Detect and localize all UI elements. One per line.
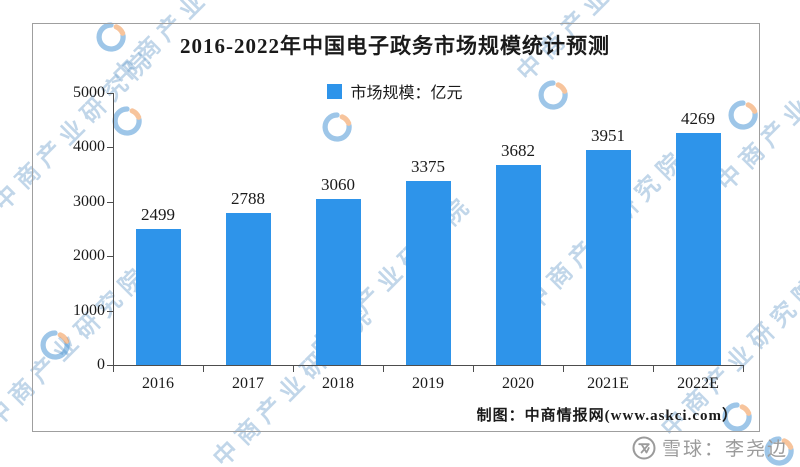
bar-2016 — [135, 229, 181, 365]
x-axis-tick — [653, 366, 654, 372]
xueqiu-logo-icon — [632, 436, 656, 460]
legend: 市场规模：亿元 — [32, 79, 758, 103]
bar-2020 — [495, 165, 541, 365]
bar-value-label: 2788 — [231, 189, 265, 208]
xueqiu-watermark: 雪球：李尧边 — [632, 434, 788, 461]
y-axis-label: 1000 — [73, 301, 105, 319]
bar-2018 — [315, 199, 361, 365]
bar-value-label: 3951 — [591, 126, 625, 145]
y-axis-tick — [107, 310, 113, 312]
bar-value-label: 3060 — [321, 175, 355, 194]
x-axis-tick — [383, 366, 384, 372]
x-axis-label: 2016 — [142, 375, 174, 392]
bar-value-label: 3375 — [411, 157, 445, 176]
xueqiu-watermark-label: 雪球：李尧边 — [661, 439, 788, 460]
legend-swatch — [327, 83, 343, 99]
x-axis-tick — [113, 366, 114, 372]
x-axis-tick — [473, 366, 474, 372]
x-axis-label: 2022E — [677, 375, 719, 392]
y-axis-label: 3000 — [73, 192, 105, 210]
bar-value-label: 3682 — [501, 141, 535, 160]
y-axis-label: 2000 — [73, 247, 105, 265]
x-axis-label: 2018 — [322, 375, 354, 392]
bar-2021E — [585, 150, 631, 365]
chart-title: 2016-2022年中国电子政务市场规模统计预测 — [180, 34, 610, 58]
y-axis-label: 4000 — [73, 138, 105, 156]
x-axis-label: 2020 — [502, 375, 534, 392]
y-axis-label: 0 — [97, 356, 105, 373]
y-axis-tick — [107, 147, 113, 149]
x-axis-label: 2017 — [232, 375, 264, 392]
x-axis-tick — [563, 366, 564, 372]
bar-2019 — [405, 181, 451, 365]
bar-2017 — [225, 213, 271, 365]
bar-value-label: 4269 — [681, 109, 715, 128]
legend-label: 市场规模：亿元 — [350, 85, 463, 102]
y-axis-tick — [107, 256, 113, 258]
x-axis-tick — [293, 366, 294, 372]
bar-value-label: 2499 — [141, 205, 175, 224]
y-axis-tick — [107, 93, 113, 94]
x-axis-label: 2019 — [412, 375, 444, 392]
source-credit: 制图：中商情报网(www.askci.com） — [476, 408, 738, 424]
plot-area — [113, 93, 744, 366]
bar-2022E — [675, 133, 721, 365]
x-axis-tick — [203, 366, 204, 372]
y-axis-tick — [107, 365, 113, 366]
y-axis-tick — [107, 201, 113, 203]
x-axis-label: 2021E — [587, 375, 629, 392]
brand-watermark-logo-icon — [40, 330, 70, 360]
y-axis-label: 5000 — [73, 84, 105, 101]
x-axis-tick — [743, 366, 744, 372]
